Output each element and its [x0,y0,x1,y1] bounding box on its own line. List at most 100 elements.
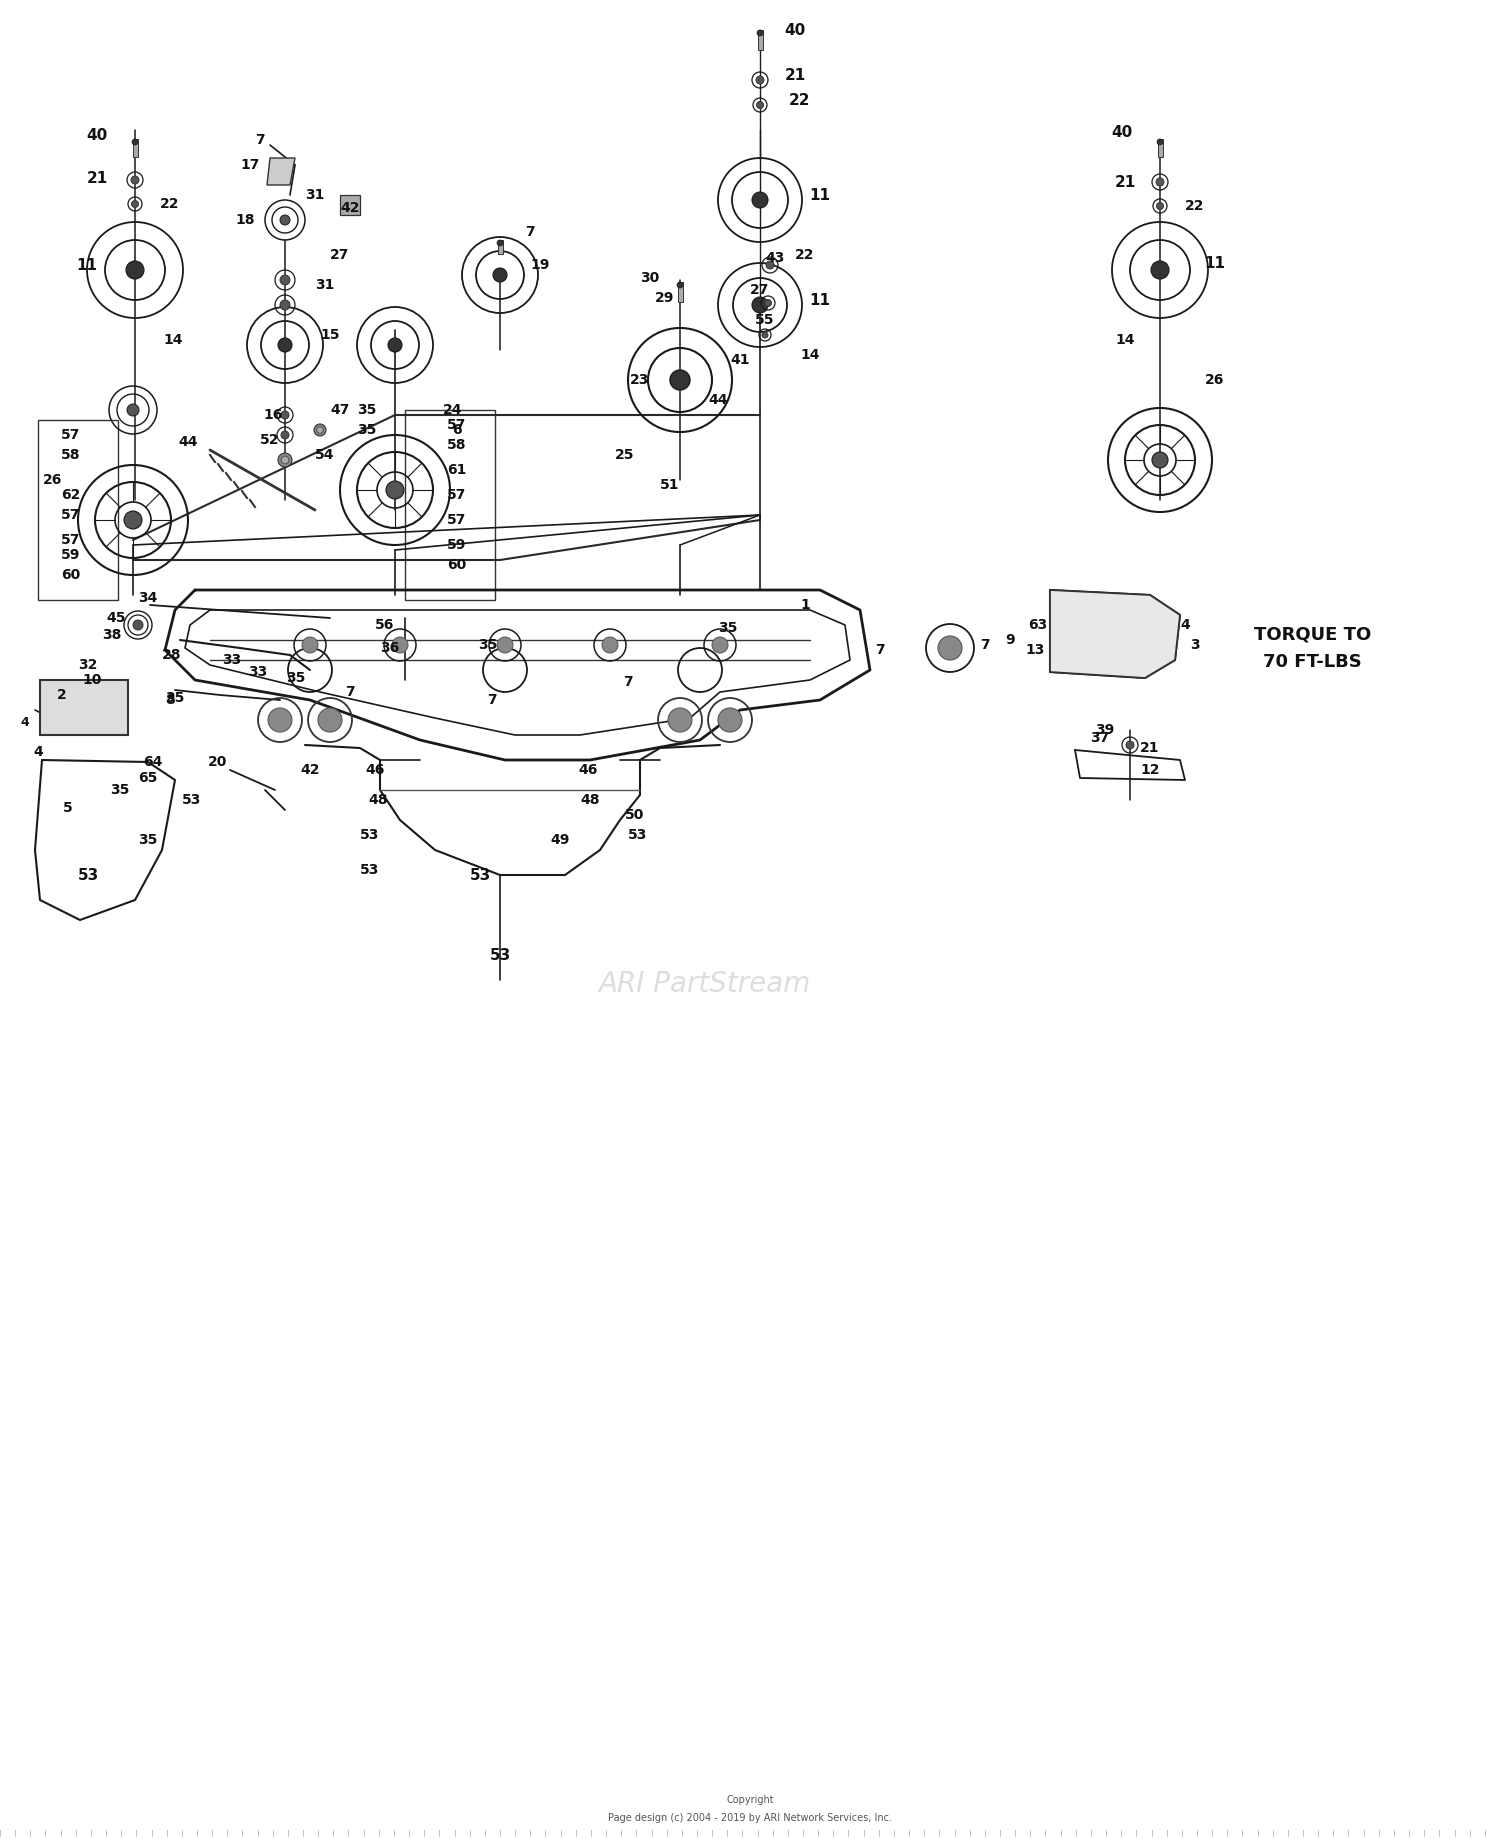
Circle shape [132,140,138,145]
Text: 14: 14 [801,348,819,362]
Circle shape [280,215,290,224]
Text: 62: 62 [62,487,81,502]
Text: 40: 40 [1112,125,1132,140]
Text: 64: 64 [144,756,162,769]
Circle shape [752,191,768,208]
Text: 28: 28 [162,647,182,662]
Text: 34: 34 [138,590,158,605]
Circle shape [392,636,408,653]
Text: 24: 24 [444,403,462,417]
Text: 59: 59 [447,539,466,552]
Text: 53: 53 [183,793,201,807]
Text: 54: 54 [315,449,334,462]
Circle shape [280,276,290,285]
Text: 57: 57 [447,417,466,432]
Text: 14: 14 [164,333,183,348]
Circle shape [670,370,690,390]
Circle shape [762,333,768,338]
Text: 22: 22 [160,197,180,211]
Text: 27: 27 [750,283,770,298]
Text: 65: 65 [138,771,158,785]
Text: 21: 21 [1140,741,1160,756]
Text: 52: 52 [261,432,279,447]
Circle shape [765,300,771,307]
Circle shape [268,708,292,732]
Circle shape [496,636,513,653]
Text: 43: 43 [765,250,784,265]
Text: 46: 46 [366,763,384,778]
Circle shape [756,101,764,109]
Text: 32: 32 [78,658,98,671]
Text: 42: 42 [340,200,360,215]
Text: 58: 58 [62,449,81,462]
Text: 57: 57 [62,428,81,441]
Text: 14: 14 [1114,333,1134,348]
Text: 35: 35 [138,833,158,848]
Text: 53: 53 [489,947,510,962]
Circle shape [1156,202,1164,210]
Text: 47: 47 [330,403,350,417]
Text: 21: 21 [1114,175,1136,189]
Circle shape [494,268,507,281]
Text: 11: 11 [810,188,831,202]
Text: 1: 1 [800,598,810,612]
Circle shape [766,261,774,268]
Circle shape [280,410,290,419]
Text: 8: 8 [165,693,176,706]
Text: 48: 48 [580,793,600,807]
Text: 11: 11 [76,257,98,272]
Text: 35: 35 [478,638,498,653]
Text: 35: 35 [111,783,129,796]
Circle shape [758,29,764,37]
Text: 53: 53 [360,828,380,842]
Text: 60: 60 [447,557,466,572]
Text: 4: 4 [1180,618,1190,633]
Text: 7: 7 [980,638,990,653]
Text: 7: 7 [525,224,536,239]
Text: 38: 38 [102,627,122,642]
Text: 22: 22 [789,92,810,107]
Bar [38,419,118,600]
Text: 56: 56 [375,618,394,633]
Circle shape [280,430,290,440]
Text: 11: 11 [1204,256,1225,270]
Text: 39: 39 [1095,723,1114,737]
Bar [758,29,762,50]
Text: 35: 35 [286,671,306,684]
Text: 18: 18 [236,213,255,226]
Bar [405,410,495,600]
Text: 7: 7 [622,675,633,690]
Text: 44: 44 [708,394,728,406]
Text: 57: 57 [62,508,81,522]
Bar [678,281,682,302]
Text: 4: 4 [33,745,44,760]
Text: 70 FT-LBS: 70 FT-LBS [1263,653,1362,671]
Text: 11: 11 [810,292,831,307]
Circle shape [756,75,764,85]
Text: 53: 53 [360,862,380,877]
Text: 31: 31 [315,278,334,292]
Circle shape [278,452,292,467]
Circle shape [1150,261,1168,280]
Text: 21: 21 [784,68,806,83]
Text: 58: 58 [447,438,466,452]
Text: 40: 40 [784,22,806,37]
Text: 57: 57 [447,487,466,502]
Text: 37: 37 [1090,730,1110,745]
Circle shape [134,620,142,631]
Text: 55: 55 [754,313,774,327]
Text: 3: 3 [1190,638,1200,653]
Circle shape [1156,178,1164,186]
Text: 49: 49 [550,833,570,848]
Text: 20: 20 [209,756,228,769]
Text: 23: 23 [630,373,650,386]
Circle shape [318,708,342,732]
Circle shape [128,405,140,416]
Circle shape [124,511,142,530]
Text: 27: 27 [330,248,350,261]
Circle shape [126,261,144,280]
Text: 41: 41 [730,353,750,368]
Text: 45: 45 [106,611,126,625]
Circle shape [314,425,326,436]
Bar [1158,140,1162,156]
